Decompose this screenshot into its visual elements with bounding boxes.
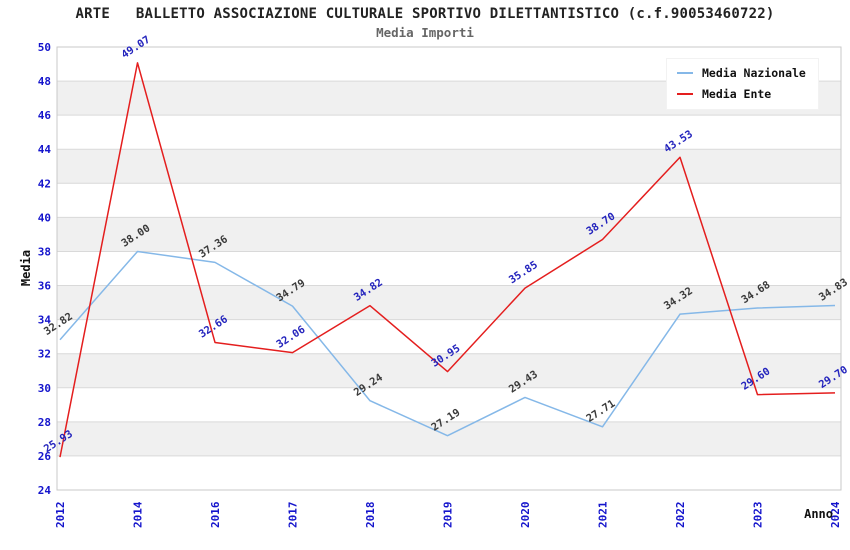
svg-text:34: 34 [38, 314, 52, 327]
svg-text:2014: 2014 [132, 501, 145, 528]
svg-text:Media: Media [19, 250, 33, 286]
svg-text:2017: 2017 [287, 502, 300, 529]
svg-text:40: 40 [38, 211, 51, 224]
svg-text:2024: 2024 [829, 501, 842, 528]
legend-item: Media Nazionale [677, 66, 806, 80]
svg-text:2018: 2018 [364, 502, 377, 529]
legend: Media Nazionale Media Ente [666, 58, 819, 110]
svg-text:42: 42 [38, 177, 51, 190]
chart-subtitle: Media Importi [376, 25, 474, 40]
svg-text:30: 30 [38, 382, 51, 395]
svg-text:48: 48 [38, 75, 51, 88]
legend-item: Media Ente [677, 87, 806, 101]
svg-text:Anno: Anno [804, 507, 833, 521]
svg-text:50: 50 [38, 41, 51, 54]
svg-text:38: 38 [38, 245, 51, 258]
svg-text:2021: 2021 [597, 501, 610, 528]
svg-text:24: 24 [38, 484, 52, 497]
svg-text:2022: 2022 [674, 502, 687, 529]
svg-text:28: 28 [38, 416, 51, 429]
svg-text:36: 36 [38, 280, 52, 293]
svg-text:2016: 2016 [209, 501, 222, 528]
legend-label: Media Nazionale [702, 66, 806, 80]
svg-text:26: 26 [38, 450, 52, 463]
svg-text:2019: 2019 [442, 502, 455, 529]
legend-line-swatch-icon [677, 72, 693, 74]
svg-text:2012: 2012 [54, 502, 67, 529]
svg-text:2023: 2023 [752, 502, 765, 529]
legend-label: Media Ente [702, 87, 772, 101]
svg-text:2020: 2020 [519, 502, 532, 529]
svg-text:32: 32 [38, 348, 51, 361]
svg-text:44: 44 [38, 143, 52, 156]
chart-title: ARTE BALLETTO ASSOCIAZIONE CULTURALE SPO… [75, 6, 775, 22]
legend-line-swatch-icon [677, 93, 693, 95]
svg-text:46: 46 [38, 109, 52, 122]
